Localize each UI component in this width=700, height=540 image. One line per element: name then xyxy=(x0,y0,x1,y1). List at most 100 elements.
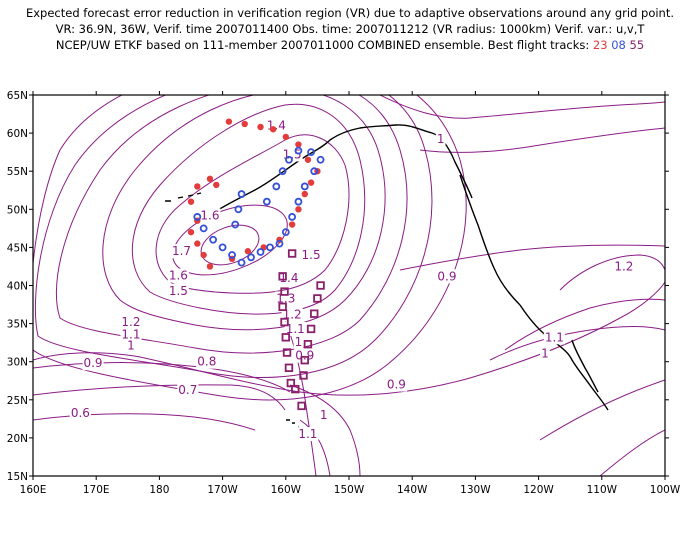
contour-lines xyxy=(33,95,665,476)
lat-label: 50N xyxy=(7,204,28,216)
lon-label: 150W xyxy=(334,484,365,496)
contour-1-1-lower xyxy=(299,419,331,476)
contour-label: 1.5 xyxy=(302,248,321,262)
track_55-point xyxy=(286,378,296,388)
track_23-point xyxy=(257,123,264,131)
contour-label: 1 xyxy=(320,408,328,422)
track_55-point xyxy=(278,272,287,281)
contour-label-knockout xyxy=(199,208,221,223)
contour-1-3 xyxy=(102,95,386,331)
contour-1-2 xyxy=(55,95,408,354)
track_55-point xyxy=(281,333,290,342)
contour-label-knockout xyxy=(300,248,322,263)
contour-label-knockout xyxy=(613,259,635,274)
lat-label: 25N xyxy=(7,395,28,407)
track_08-point xyxy=(307,148,315,157)
track_23-point xyxy=(304,156,312,163)
contour-label: 1.1 xyxy=(286,322,305,336)
contour-0-6 xyxy=(33,413,256,431)
track_55-point xyxy=(278,302,287,312)
lon-label: 140W xyxy=(397,484,428,496)
track_55-point xyxy=(284,363,294,372)
lat-label: 20N xyxy=(7,433,28,445)
track_23-point xyxy=(269,126,277,133)
contour-0-9 xyxy=(33,281,665,396)
track_08-point xyxy=(262,197,271,206)
track_08-point xyxy=(234,205,243,214)
track_08-point xyxy=(272,182,281,191)
contour-1-lower xyxy=(289,384,361,476)
track_23-point xyxy=(187,198,195,205)
lon-label: 120W xyxy=(523,484,554,496)
track_23-point xyxy=(200,251,207,259)
contour-1 xyxy=(33,95,467,401)
track_23-point xyxy=(187,228,195,236)
contour-label-knockout xyxy=(318,408,329,423)
track_08-point xyxy=(256,248,265,256)
track_55-point xyxy=(280,287,289,296)
contour-value-labels: 1.41.511.61.71.61.51.51.41.31.21.11.21.1… xyxy=(69,118,635,442)
track_08-point xyxy=(278,167,287,176)
contour-0-9-lower xyxy=(284,319,317,476)
lat-label: 45N xyxy=(7,242,28,254)
contour-label: 1.7 xyxy=(172,244,191,258)
track_55-point xyxy=(280,317,289,327)
lon-label: 160W xyxy=(271,484,302,496)
track_55-point xyxy=(291,384,300,394)
track_23-point xyxy=(307,179,315,186)
longitude-labels: 160E 170E 180 170W 160W 150W 140W 130W 120W 110W 1… xyxy=(20,484,681,496)
contour-se-2 xyxy=(599,429,665,476)
contour-label: 1.1 xyxy=(298,427,317,441)
track-caption: NCEP/UW ETKF based on 111-member 2007011… xyxy=(55,38,590,52)
contour-1-east xyxy=(379,95,665,119)
track_08-point xyxy=(237,258,246,267)
pacific-nw-coast xyxy=(459,174,521,306)
contour-label-knockout xyxy=(167,283,189,298)
track_08-point xyxy=(199,224,208,233)
track_23-point xyxy=(241,120,248,128)
track_23-point xyxy=(206,175,214,183)
track_23-point xyxy=(194,183,201,190)
contour-label: 0.9 xyxy=(437,269,456,283)
contour-label: 1.4 xyxy=(279,271,298,285)
track_55-point xyxy=(310,309,319,318)
contour-label: 0.7 xyxy=(178,383,197,397)
latitude-labels: 65N 60N 55N 50N 45N 40N 35N 30N 25N 20N 15N xyxy=(7,90,28,483)
california-coast xyxy=(519,304,609,411)
contour-1-4 xyxy=(131,103,366,315)
track_23-point xyxy=(194,240,201,247)
contour-label-knockout xyxy=(120,315,142,330)
track_08-point xyxy=(275,239,284,248)
track_08-point xyxy=(193,213,202,221)
contour-0-7 xyxy=(33,384,286,411)
track_08-point xyxy=(288,213,297,221)
lat-label: 35N xyxy=(7,319,28,331)
lon-label: 170W xyxy=(207,484,238,496)
track_08-point xyxy=(228,251,236,259)
lon-label: 100W xyxy=(650,484,681,496)
track_23-point xyxy=(288,221,296,228)
contour-label-knockout xyxy=(167,268,189,283)
contour-0-8 xyxy=(33,362,291,393)
contour-1-east-3 xyxy=(489,326,665,361)
lat-label: 40N xyxy=(7,281,28,293)
contour-label-knockout xyxy=(170,244,193,259)
contour-label: 1 xyxy=(127,339,135,353)
contour-1-2-east xyxy=(559,254,665,291)
lat-label: 15N xyxy=(7,471,28,483)
map-frame xyxy=(32,94,666,477)
track_55-point xyxy=(316,281,325,290)
contour-label: 0.9 xyxy=(83,356,102,370)
track-55-label: 55 xyxy=(629,38,645,52)
contour-label: 1.1 xyxy=(545,330,564,344)
title-line-1: Expected forecast error reduction in ver… xyxy=(25,6,675,20)
contour-label: 0.9 xyxy=(295,349,314,363)
track_23-point xyxy=(295,141,302,148)
contour-label: 1.6 xyxy=(169,269,188,283)
contour-label-knockout xyxy=(82,356,104,371)
contour-label-knockout xyxy=(278,270,300,285)
contour-label-knockout xyxy=(177,382,199,397)
track_08-point xyxy=(285,155,293,164)
contour-label: 1.2 xyxy=(121,315,140,329)
aleutian-islands xyxy=(165,192,208,212)
